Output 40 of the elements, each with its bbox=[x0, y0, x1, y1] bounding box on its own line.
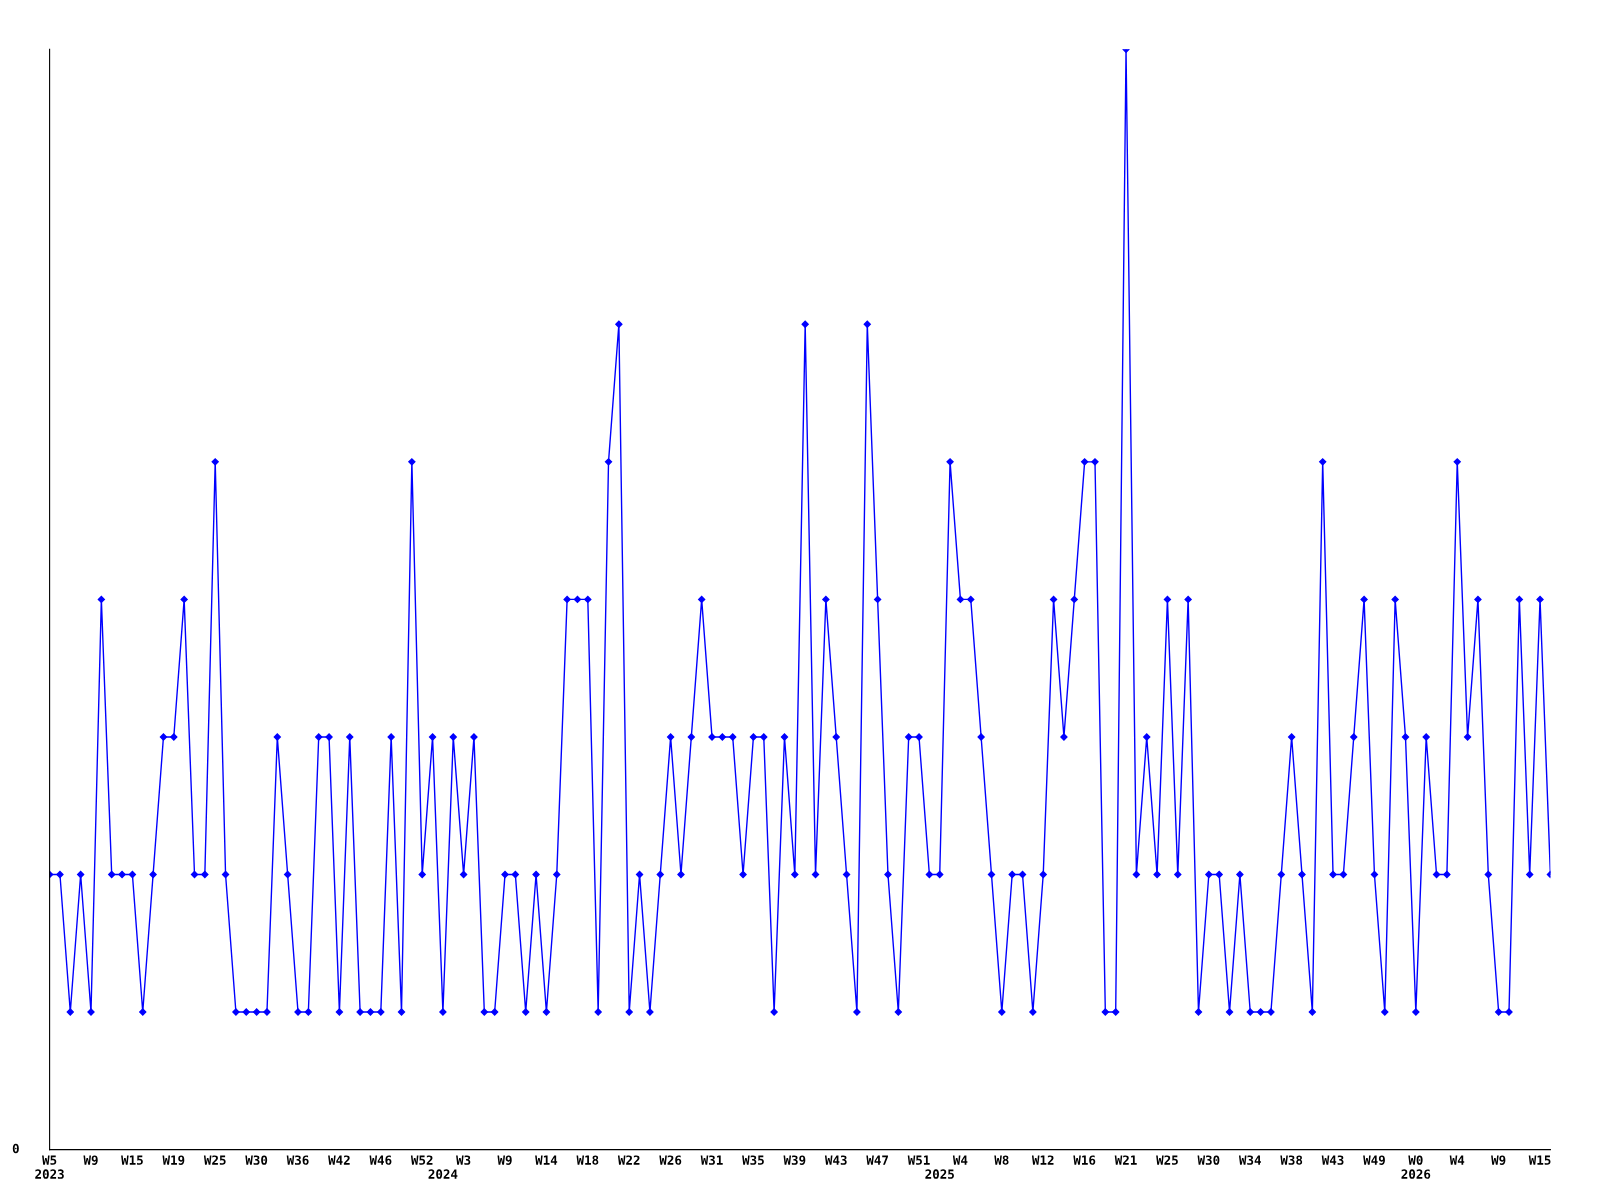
x-tick-label: W14 bbox=[535, 1155, 558, 1165]
x-tick-label: W16 bbox=[1073, 1155, 1096, 1165]
x-tick-label: W36 bbox=[286, 1155, 309, 1165]
x-tick-label: W21 bbox=[1114, 1155, 1137, 1165]
x-tick-label: W46 bbox=[369, 1155, 392, 1165]
x-tick-label: W9 bbox=[83, 1155, 98, 1165]
x-tick-label: W43 bbox=[824, 1155, 847, 1165]
x-tick-label: W43 bbox=[1321, 1155, 1344, 1165]
x-tick-label: W42 bbox=[328, 1155, 350, 1165]
x-tick-label: W49 bbox=[1363, 1155, 1385, 1165]
x-tick-label: W47 bbox=[866, 1155, 888, 1165]
x-tick-label: W15 bbox=[1528, 1155, 1551, 1165]
x-tick-label: W3 bbox=[456, 1155, 471, 1165]
x-tick-label: 2025 bbox=[925, 1169, 954, 1179]
x-tick-label: W25 bbox=[203, 1155, 226, 1165]
x-tick-label: W0 2026 bbox=[1401, 1155, 1431, 1179]
x-tick-label: W35 bbox=[742, 1155, 764, 1165]
x-tick-label: W9 bbox=[497, 1155, 512, 1165]
x-tick-label: W34 bbox=[1238, 1155, 1261, 1165]
x-tick-label: W8 bbox=[994, 1155, 1009, 1165]
x-tick-label: W12 bbox=[1031, 1155, 1054, 1165]
text: 0 bbox=[12, 1143, 19, 1154]
x-tick-label: W19 bbox=[162, 1155, 185, 1165]
x-tick-label: W30 bbox=[1197, 1155, 1220, 1165]
x-tick-label: W30 bbox=[245, 1155, 268, 1165]
x-tick-label: W5 2023 bbox=[35, 1155, 64, 1179]
x-tick-label: W31 bbox=[700, 1155, 723, 1165]
x-tick-label: W38 bbox=[1280, 1155, 1303, 1165]
x-tick-label: W4 bbox=[952, 1155, 968, 1165]
x-tick-label: W52 bbox=[410, 1155, 433, 1165]
x-tick-label: W9 bbox=[1491, 1155, 1506, 1165]
x-tick-label: W26 bbox=[659, 1155, 682, 1165]
x-tick-label: W18 bbox=[576, 1155, 599, 1165]
x-tick-label: W22 bbox=[617, 1155, 640, 1165]
x-tick-label: W4 bbox=[1449, 1155, 1465, 1165]
x-tick-label: W51 bbox=[907, 1155, 930, 1165]
x-tick-label: W25 bbox=[1156, 1155, 1178, 1165]
x-tick-label: W15 bbox=[121, 1155, 143, 1165]
x-tick-label: W39 bbox=[783, 1155, 806, 1165]
x-tick-label: 2024 bbox=[428, 1169, 458, 1179]
